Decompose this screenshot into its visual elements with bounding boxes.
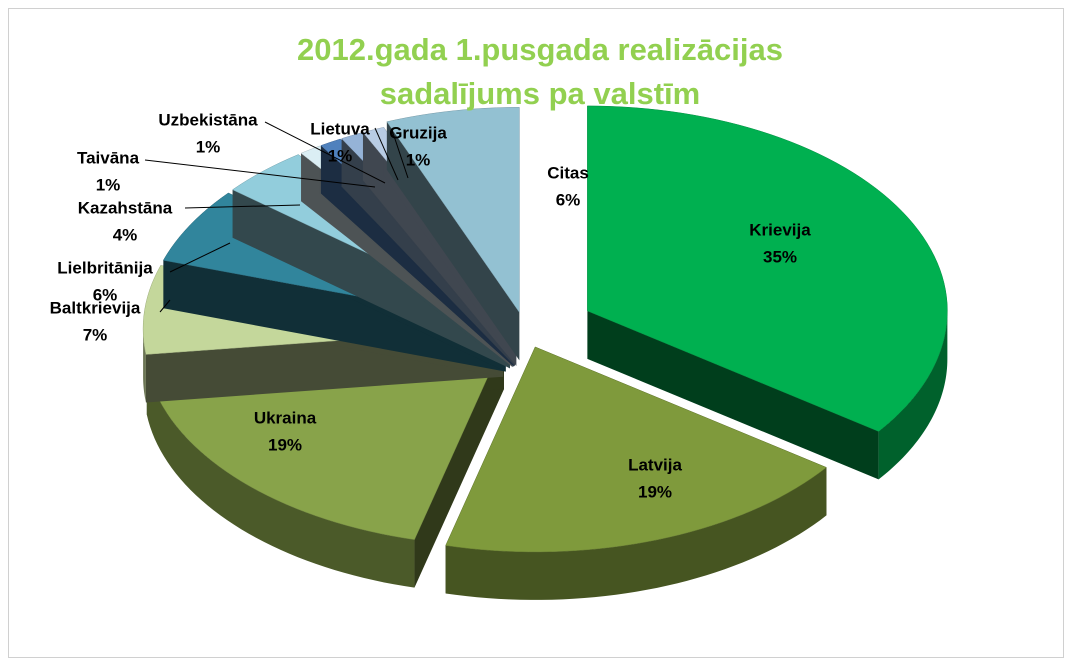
slice-label: Kazahstāna xyxy=(78,198,173,217)
slice-wall xyxy=(232,189,510,369)
slice-label: Taivāna xyxy=(77,148,140,167)
slice-label: Gruzija xyxy=(389,123,447,142)
slice-value-label: 35% xyxy=(763,247,797,266)
slice-value-label: 4% xyxy=(113,225,138,244)
slice-top xyxy=(587,105,948,432)
slice-label: Lielbritānija xyxy=(57,258,153,277)
slice-label: Krievija xyxy=(749,220,811,239)
slice-value-label: 1% xyxy=(96,175,121,194)
slice-side xyxy=(146,366,415,588)
slice-label: Latvija xyxy=(628,455,682,474)
slice xyxy=(445,346,827,600)
slice-label: Baltkrievija xyxy=(50,298,141,317)
slice-value-label: 19% xyxy=(268,435,302,454)
slice-wall xyxy=(386,121,520,361)
slice-wall xyxy=(163,260,506,372)
slice-value-label: 1% xyxy=(196,137,221,156)
slice-label: Uzbekistāna xyxy=(158,110,258,129)
slice-label: Ukraina xyxy=(254,408,317,427)
chart-title: 2012.gada 1.pusgada realizācijas sadalīj… xyxy=(297,32,783,111)
chart-frame xyxy=(8,8,1064,658)
leader-line xyxy=(184,204,301,209)
slice-side xyxy=(878,310,948,480)
slice xyxy=(386,107,520,361)
slice-wall xyxy=(414,341,504,588)
slice-label: Lietuva xyxy=(310,119,370,138)
slice-value-label: 1% xyxy=(328,146,353,165)
slice-top xyxy=(386,107,520,314)
slice-value-label: 7% xyxy=(83,325,108,344)
leader-line xyxy=(264,121,386,184)
slice-side xyxy=(445,467,827,600)
slice xyxy=(587,105,948,480)
slice-side xyxy=(143,328,146,403)
leader-line xyxy=(374,127,399,181)
slice-value-label: 6% xyxy=(93,285,118,304)
leader-line xyxy=(391,129,409,179)
leader-line xyxy=(144,159,376,188)
slice-top xyxy=(445,346,827,553)
slice-label: Citas xyxy=(547,163,589,182)
slice-value-label: 6% xyxy=(556,190,581,209)
slice-value-label: 19% xyxy=(638,482,672,501)
leader-line xyxy=(169,242,231,273)
leader-line xyxy=(159,299,171,313)
slice-value-label: 1% xyxy=(406,150,431,169)
slice-wall xyxy=(587,310,879,480)
